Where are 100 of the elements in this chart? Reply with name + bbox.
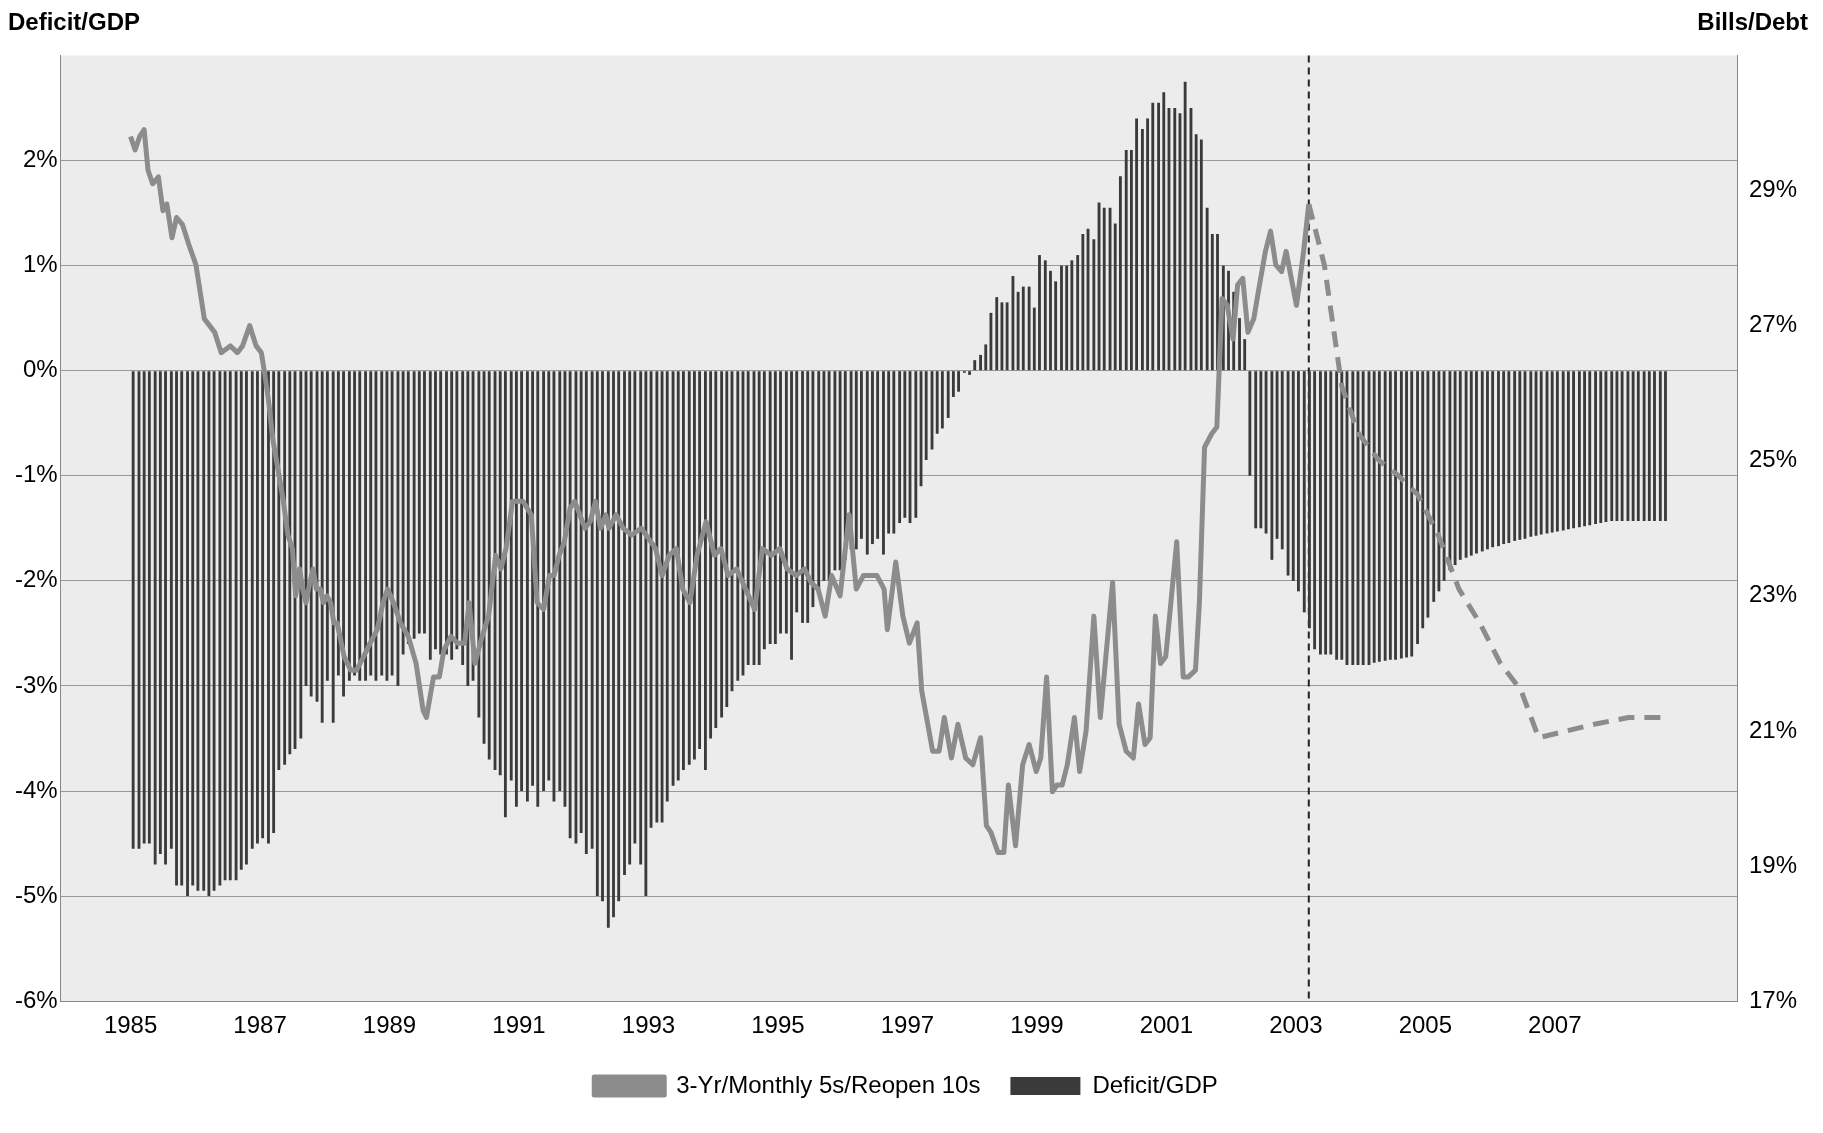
y2-tick-label: 19%: [1748, 850, 1798, 878]
bar: [914, 371, 918, 518]
bar: [1113, 223, 1117, 371]
bar: [1486, 371, 1489, 550]
y-tick-label: -2%: [14, 565, 58, 593]
x-tick-label: 1999: [1010, 1011, 1064, 1039]
bar: [283, 371, 287, 765]
bar: [1248, 371, 1252, 476]
bar: [1475, 371, 1478, 554]
x-tick-label: 1997: [880, 1011, 935, 1039]
bar: [865, 371, 869, 555]
bar: [1060, 265, 1063, 371]
bar: [1513, 371, 1517, 541]
y2-tick-label: 27%: [1748, 310, 1798, 338]
bar: [1432, 371, 1436, 602]
bar: [940, 371, 944, 429]
bar: [169, 371, 173, 849]
bar: [1329, 371, 1333, 655]
bar: [309, 371, 313, 697]
bar: [1566, 371, 1570, 530]
bar: [1157, 102, 1161, 371]
bar: [1610, 371, 1614, 521]
bar: [801, 371, 804, 623]
bar: [1151, 102, 1155, 371]
bar: [1324, 371, 1328, 655]
bar: [1297, 371, 1300, 592]
bar: [1092, 239, 1096, 371]
bar: [876, 371, 880, 539]
bar: [1421, 371, 1425, 629]
bar: [1464, 371, 1468, 558]
bar: [827, 371, 831, 581]
x-tick-label: 2007: [1528, 1011, 1582, 1039]
bar: [1448, 371, 1452, 571]
x-tick-label: 2005: [1398, 1011, 1453, 1039]
bar: [547, 371, 551, 781]
bar: [1507, 371, 1511, 544]
x-tick-label: 1985: [103, 1011, 158, 1039]
bar: [1561, 371, 1565, 531]
bar: [1021, 286, 1025, 371]
bar: [1502, 371, 1506, 545]
bar: [746, 371, 750, 665]
bar: [228, 371, 232, 881]
bar: [595, 371, 599, 897]
bar: [1308, 371, 1311, 629]
bar: [903, 371, 907, 518]
bar: [461, 371, 465, 665]
bar: [272, 371, 276, 834]
bar: [288, 371, 292, 755]
bar: [277, 371, 281, 770]
bar: [1054, 281, 1058, 371]
bar: [401, 371, 405, 655]
bar: [1529, 371, 1533, 537]
bar: [860, 371, 863, 539]
bar: [1081, 234, 1085, 371]
bar: [445, 371, 448, 655]
bar: [256, 371, 259, 844]
bar: [423, 371, 426, 634]
bar: [822, 371, 826, 581]
bar: [1313, 371, 1317, 650]
bar: [704, 371, 707, 770]
bar: [979, 354, 982, 371]
bar: [520, 371, 523, 792]
bar: [628, 371, 632, 865]
bar: [455, 371, 459, 650]
bar: [833, 371, 837, 571]
bar: [806, 371, 810, 623]
bar: [1243, 339, 1247, 371]
bar: [838, 371, 842, 571]
bar: [655, 371, 659, 823]
bar: [525, 371, 529, 802]
bar: [1497, 371, 1500, 547]
bar: [644, 371, 648, 897]
bar: [1124, 149, 1128, 371]
bar: [1016, 291, 1020, 371]
y2-axis-title: Bills/Debt: [1697, 8, 1808, 37]
bar: [1442, 371, 1446, 581]
bar: [180, 371, 184, 886]
bar: [1070, 260, 1074, 371]
bar: [374, 371, 378, 681]
bar: [186, 371, 189, 897]
bar: [267, 371, 270, 844]
bar: [887, 371, 891, 534]
y-tick-label: -1%: [14, 460, 58, 488]
bar: [639, 371, 643, 865]
bar: [142, 371, 146, 844]
bar: [331, 371, 335, 723]
bar: [439, 371, 443, 655]
bar: [131, 371, 135, 849]
bar: [784, 371, 788, 634]
bar: [1410, 371, 1414, 657]
y-tick-label: -6%: [14, 985, 58, 1013]
bar: [487, 371, 491, 760]
bar: [347, 371, 351, 681]
bar: [984, 344, 988, 371]
bar: [736, 371, 740, 681]
y2-tick-label: 23%: [1748, 580, 1798, 608]
bar: [568, 371, 572, 839]
bar: [191, 371, 195, 886]
bar: [261, 371, 265, 839]
bar: [196, 371, 200, 891]
